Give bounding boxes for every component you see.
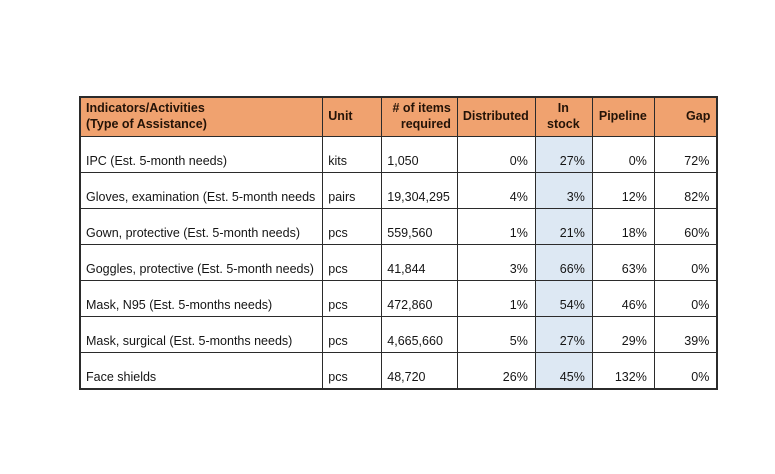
table-row-face-shields: Face shields pcs 48,720 26% 45% 132% 0% <box>79 352 718 390</box>
cell-in-stock: 27% <box>534 316 593 353</box>
cell-gap: 82% <box>653 172 718 209</box>
cell-pipeline: 0% <box>591 136 655 173</box>
cell-indicator: Mask, N95 (Est. 5-months needs) <box>79 280 324 317</box>
header-cell-gap: Gap <box>653 96 718 137</box>
cell-required: 1,050 <box>381 136 458 173</box>
cell-required: 472,860 <box>381 280 458 317</box>
cell-gap: 0% <box>653 280 718 317</box>
cell-in-stock: 21% <box>534 208 593 245</box>
cell-in-stock: 3% <box>534 172 593 209</box>
table-row-goggles: Goggles, protective (Est. 5-month needs)… <box>79 244 718 281</box>
cell-pipeline: 63% <box>591 244 655 281</box>
table-row-mask-n95: Mask, N95 (Est. 5-months needs) pcs 472,… <box>79 280 718 317</box>
cell-unit: pcs <box>322 316 383 353</box>
cell-gap: 60% <box>653 208 718 245</box>
cell-indicator: Face shields <box>79 352 324 390</box>
cell-indicator: Goggles, protective (Est. 5-month needs) <box>79 244 324 281</box>
cell-pipeline: 132% <box>591 352 655 390</box>
cell-unit: pcs <box>322 280 383 317</box>
cell-in-stock: 54% <box>534 280 593 317</box>
cell-pipeline: 29% <box>591 316 655 353</box>
cell-unit: pcs <box>322 244 383 281</box>
cell-unit: kits <box>322 136 383 173</box>
cell-distributed: 5% <box>456 316 536 353</box>
cell-indicator: Mask, surgical (Est. 5-months needs) <box>79 316 324 353</box>
cell-required: 41,844 <box>381 244 458 281</box>
cell-gap: 0% <box>653 352 718 390</box>
header-cell-pipeline: Pipeline <box>591 96 655 137</box>
cell-distributed: 1% <box>456 280 536 317</box>
cell-required: 559,560 <box>381 208 458 245</box>
cell-gap: 72% <box>653 136 718 173</box>
header-cell-unit: Unit <box>322 96 383 137</box>
table-row-mask-surgical: Mask, surgical (Est. 5-months needs) pcs… <box>79 316 718 353</box>
table-body: IPC (Est. 5-month needs) kits 1,050 0% 2… <box>79 136 718 390</box>
table-row-ipc: IPC (Est. 5-month needs) kits 1,050 0% 2… <box>79 136 718 173</box>
table-header: Indicators/Activities (Type of Assistanc… <box>79 96 718 137</box>
cell-required: 48,720 <box>381 352 458 390</box>
cell-pipeline: 46% <box>591 280 655 317</box>
cell-distributed: 26% <box>456 352 536 390</box>
table-row-gown: Gown, protective (Est. 5-month needs) pc… <box>79 208 718 245</box>
cell-pipeline: 18% <box>591 208 655 245</box>
header-cell-indicators: Indicators/Activities (Type of Assistanc… <box>79 96 324 137</box>
header-cell-distributed: Distributed <box>456 96 536 137</box>
cell-gap: 39% <box>653 316 718 353</box>
cell-unit: pcs <box>322 208 383 245</box>
cell-unit: pairs <box>322 172 383 209</box>
header-cell-in-stock: In stock <box>534 96 593 137</box>
header-cell-required: # of items required <box>381 96 458 137</box>
cell-pipeline: 12% <box>591 172 655 209</box>
cell-in-stock: 27% <box>534 136 593 173</box>
cell-indicator: Gloves, examination (Est. 5-month needs <box>79 172 324 209</box>
cell-distributed: 0% <box>456 136 536 173</box>
cell-indicator: IPC (Est. 5-month needs) <box>79 136 324 173</box>
cell-in-stock: 45% <box>534 352 593 390</box>
cell-required: 19,304,295 <box>381 172 458 209</box>
header-row: Indicators/Activities (Type of Assistanc… <box>79 96 718 137</box>
cell-gap: 0% <box>653 244 718 281</box>
table-row-gloves: Gloves, examination (Est. 5-month needs … <box>79 172 718 209</box>
cell-indicator: Gown, protective (Est. 5-month needs) <box>79 208 324 245</box>
cell-in-stock: 66% <box>534 244 593 281</box>
cell-distributed: 3% <box>456 244 536 281</box>
cell-unit: pcs <box>322 352 383 390</box>
cell-distributed: 1% <box>456 208 536 245</box>
ppe-supply-status-table: Indicators/Activities (Type of Assistanc… <box>79 96 719 390</box>
cell-required: 4,665,660 <box>381 316 458 353</box>
cell-distributed: 4% <box>456 172 536 209</box>
